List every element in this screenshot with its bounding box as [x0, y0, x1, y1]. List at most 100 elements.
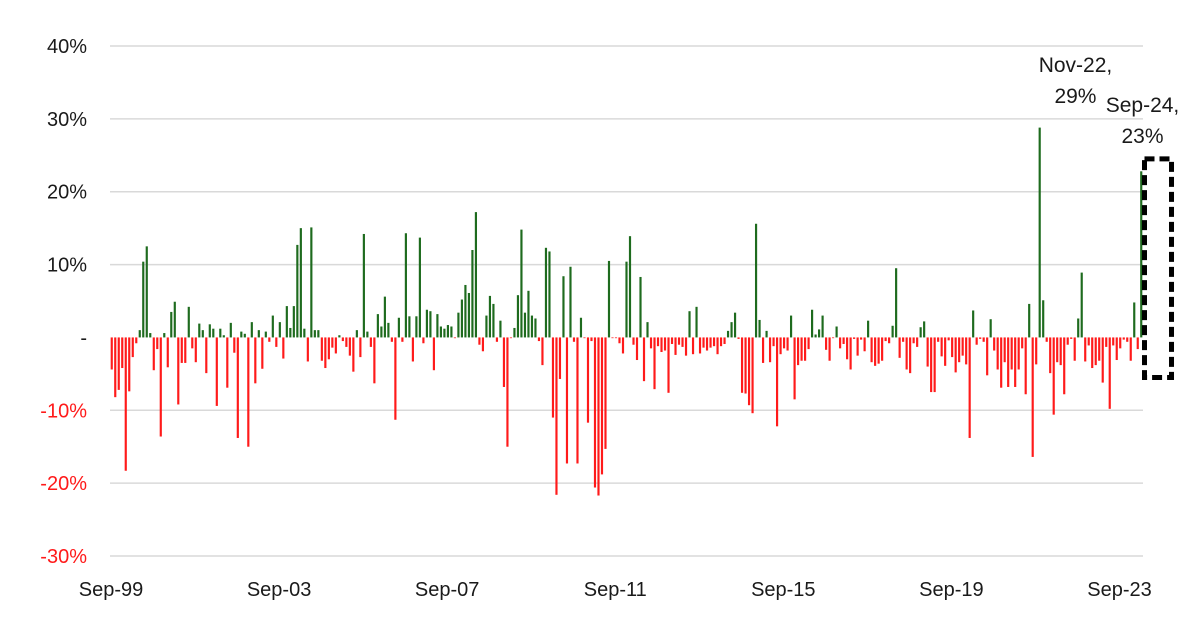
- bar: [1014, 337, 1017, 387]
- bars: [110, 127, 1143, 496]
- annotation-label: Nov-22,: [1039, 54, 1113, 77]
- bar: [867, 320, 870, 338]
- bar: [1133, 302, 1136, 338]
- bar: [716, 337, 719, 355]
- bar: [674, 337, 677, 355]
- bar: [117, 337, 120, 390]
- bar: [187, 306, 190, 338]
- bar: [481, 337, 485, 352]
- bar: [149, 333, 152, 338]
- bar: [681, 337, 684, 347]
- bar: [418, 237, 421, 338]
- annotation-value: 29%: [1054, 85, 1096, 108]
- bar: [754, 223, 758, 338]
- bar: [1119, 337, 1122, 349]
- bar: [719, 337, 723, 347]
- bar: [208, 324, 211, 338]
- bar: [870, 337, 873, 363]
- bar: [1136, 337, 1139, 350]
- bar: [954, 337, 957, 373]
- bar: [786, 337, 789, 351]
- bar: [257, 330, 260, 338]
- bar: [464, 284, 467, 338]
- x-tick-label: Sep-99: [79, 579, 144, 601]
- bar: [156, 337, 159, 350]
- bar: [590, 337, 593, 342]
- bar: [653, 337, 656, 390]
- bar: [751, 337, 754, 414]
- bar: [1084, 337, 1087, 362]
- bar: [173, 301, 176, 338]
- bar: [1028, 303, 1031, 338]
- bar: [467, 292, 471, 338]
- bar: [362, 233, 365, 338]
- bar: [492, 303, 495, 338]
- bar: [478, 337, 481, 345]
- bar: [520, 229, 523, 338]
- bar: [327, 337, 330, 360]
- bar: [1049, 337, 1052, 374]
- bar: [649, 337, 653, 349]
- y-axis-tick-labels: 40% 30% 20% 10% - -10% -20% -30%: [40, 36, 87, 568]
- bar: [625, 261, 628, 338]
- bar: [128, 337, 131, 392]
- bar: [320, 337, 323, 361]
- bar: [1098, 337, 1101, 361]
- bar: [513, 327, 516, 338]
- highlight-dashed-box: [1141, 156, 1175, 380]
- bar: [1080, 272, 1083, 338]
- bar: [222, 335, 225, 338]
- bar: [282, 337, 285, 359]
- bar: [1021, 337, 1024, 349]
- bar: [628, 236, 632, 338]
- bar: [341, 337, 344, 342]
- bar: [860, 337, 863, 340]
- bar: [415, 316, 418, 338]
- y-tick-label: 10%: [47, 255, 87, 277]
- bar: [1091, 337, 1094, 369]
- x-tick-label: Sep-03: [247, 579, 312, 601]
- bar: [317, 330, 320, 338]
- bar: [951, 337, 954, 358]
- bar: [306, 337, 309, 362]
- bar: [944, 337, 947, 366]
- bar: [1063, 337, 1066, 395]
- bar: [975, 337, 978, 345]
- bar: [597, 337, 600, 496]
- bar: [530, 315, 534, 338]
- highlight-box: [1141, 156, 1175, 380]
- bar: [443, 328, 446, 338]
- bar: [380, 326, 383, 338]
- bar: [457, 312, 460, 338]
- bar: [930, 337, 933, 393]
- bar: [1038, 127, 1041, 338]
- bar: [506, 337, 509, 447]
- bar: [555, 337, 558, 495]
- bar: [744, 337, 747, 394]
- bar: [124, 337, 127, 471]
- bar: [1094, 337, 1097, 366]
- bar: [916, 337, 919, 347]
- x-tick-label: Sep-07: [415, 579, 480, 601]
- bar: [1129, 337, 1132, 361]
- bar: [170, 311, 173, 338]
- bar: [607, 260, 611, 338]
- bar: [180, 337, 183, 363]
- bar: [712, 337, 716, 347]
- bar: [201, 330, 204, 338]
- bar: [1077, 318, 1080, 338]
- bar: [804, 337, 807, 361]
- bar: [846, 337, 849, 360]
- bar: [404, 233, 407, 338]
- bar: [383, 296, 386, 338]
- bar: [390, 337, 393, 342]
- bar: [387, 322, 390, 338]
- bar: [891, 325, 894, 338]
- bar: [1101, 337, 1104, 383]
- bar: [600, 337, 604, 475]
- bar: [289, 327, 292, 338]
- y-tick-label: 20%: [47, 182, 87, 204]
- bar: [688, 311, 691, 338]
- bar: [937, 337, 940, 342]
- bar: [338, 335, 341, 338]
